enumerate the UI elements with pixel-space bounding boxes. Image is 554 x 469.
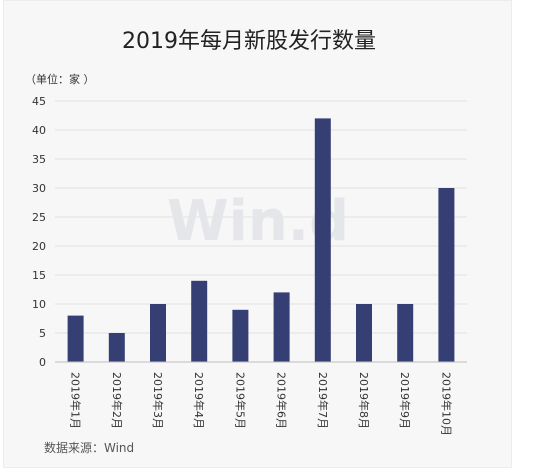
unit-label: （单位：家 ）: [25, 72, 95, 86]
y-tick-label: 5: [39, 327, 46, 340]
chart-title: 2019年每月新股发行数量: [122, 29, 376, 54]
bar: [67, 315, 84, 362]
y-tick-label: 0: [39, 356, 46, 369]
x-tick-label: 2019年10月: [439, 372, 453, 436]
x-tick-label: 2019年7月: [316, 372, 330, 429]
x-tick-label: 2019年5月: [233, 372, 247, 429]
y-tick-label: 20: [32, 240, 46, 253]
y-tick-label: 40: [32, 124, 46, 137]
y-tick-label: 10: [32, 298, 46, 311]
y-tick-label: 15: [32, 269, 46, 282]
x-tick-label: 2019年4月: [192, 372, 206, 429]
bar: [232, 309, 249, 362]
x-tick-label: 2019年9月: [398, 372, 412, 429]
x-tick-label: 2019年2月: [110, 372, 124, 429]
bar: [397, 304, 414, 362]
chart-card: [3, 0, 512, 468]
bar: [356, 304, 372, 362]
source-label: 数据来源：Wind: [44, 440, 134, 455]
y-tick-label: 30: [32, 182, 46, 195]
x-tick-label: 2019年8月: [357, 372, 371, 429]
bar: [273, 292, 290, 362]
bars: [67, 118, 455, 363]
y-tick-label: 45: [32, 95, 46, 108]
x-tick-label: 2019年3月: [151, 372, 165, 429]
y-axis: 0 5 10 15 20 25 30 35 40 45: [32, 95, 46, 369]
x-tick-label: 2019年6月: [275, 372, 289, 429]
x-tick-label: 2019年1月: [69, 372, 83, 429]
bar: [438, 188, 455, 362]
bar: [150, 304, 166, 362]
x-axis: 2019年1月 2019年2月 2019年3月 2019年4月 2019年5月 2019年…: [69, 372, 454, 436]
bar: [314, 118, 331, 363]
bar: [191, 280, 208, 362]
y-tick-label: 35: [32, 153, 46, 166]
y-tick-label: 25: [32, 211, 46, 224]
bar: [108, 333, 125, 362]
